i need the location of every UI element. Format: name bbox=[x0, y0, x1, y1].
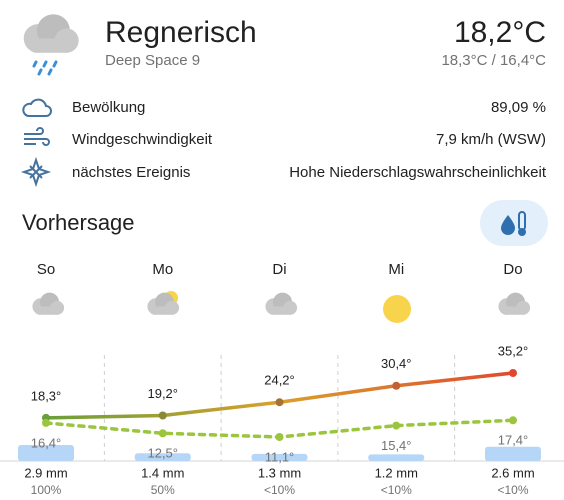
attribute-value: 89,09 % bbox=[491, 99, 546, 116]
day-label: So bbox=[37, 261, 55, 278]
day-label: Mi bbox=[388, 261, 404, 278]
precip-probability: <10% bbox=[264, 483, 295, 497]
subtitle: Deep Space 9 bbox=[105, 52, 200, 69]
precip-probability: <10% bbox=[381, 483, 412, 497]
attribute-icons bbox=[20, 98, 52, 188]
temperature-point bbox=[392, 381, 401, 390]
precip-label: 1.4 mm bbox=[141, 465, 184, 480]
attribute-value: Hohe Niederschlagswahrscheinlichkeit bbox=[289, 164, 547, 181]
temperature-label: 18,3° bbox=[31, 388, 62, 403]
precip-probability: 50% bbox=[151, 483, 175, 497]
temperature-point bbox=[158, 429, 167, 438]
forecast-mode-button[interactable] bbox=[480, 200, 548, 246]
precip-bar bbox=[485, 446, 541, 461]
precip-label: 1.3 mm bbox=[258, 465, 301, 480]
attribute-value: 7,9 km/h (WSW) bbox=[436, 131, 546, 148]
temperature-point bbox=[275, 433, 284, 441]
condition-icon bbox=[23, 14, 79, 76]
precip-bar bbox=[251, 453, 308, 461]
precip-bar bbox=[368, 454, 425, 461]
title: Regnerisch bbox=[105, 16, 257, 49]
temperature-range: 18,3°C / 16,4°C bbox=[441, 52, 546, 69]
forecast-icons bbox=[32, 291, 531, 323]
temperature-label: 35,2° bbox=[498, 343, 529, 358]
temperature-point bbox=[392, 421, 401, 430]
attribute-label: Windgeschwindigkeit bbox=[72, 131, 213, 148]
temperature-point bbox=[158, 411, 167, 420]
temperature-point bbox=[509, 369, 517, 377]
precip-label: 2.9 mm bbox=[24, 465, 67, 480]
attribute-label: Bewölkung bbox=[72, 99, 145, 116]
precip-bar bbox=[18, 445, 74, 461]
temperature-label: 16,4° bbox=[31, 435, 62, 450]
temperature: 18,2°C bbox=[454, 16, 546, 49]
temperature-label: 12,5° bbox=[147, 446, 178, 461]
attribute-label: nächstes Ereignis bbox=[72, 164, 190, 181]
temperature-label: 17,4° bbox=[498, 433, 529, 448]
precip-label: 2.6 mm bbox=[491, 465, 534, 480]
temperature-label: 24,2° bbox=[264, 373, 295, 388]
temperature-point bbox=[42, 418, 50, 427]
day-label: Do bbox=[503, 261, 522, 278]
precip-probability: 100% bbox=[31, 483, 62, 497]
day-label: Mo bbox=[152, 261, 173, 278]
forecast-chart: So 100% Mo 50% Di <10% Mi <10% Do <10% 2.9 mm 1.4 m… bbox=[0, 261, 564, 497]
temperature-label: 15,4° bbox=[381, 438, 412, 453]
precip-probability: <10% bbox=[497, 483, 528, 497]
precip-bar bbox=[134, 453, 191, 461]
day-label: Di bbox=[272, 261, 286, 278]
temperature-label: 30,4° bbox=[381, 356, 412, 371]
temperature-label: 11,1° bbox=[265, 449, 295, 464]
temperature-point bbox=[509, 416, 517, 425]
precip-label: 1.2 mm bbox=[375, 465, 418, 480]
temperature-point bbox=[275, 398, 284, 407]
temperature-label: 19,2° bbox=[147, 386, 178, 401]
forecast-title: Vorhersage bbox=[22, 210, 135, 235]
